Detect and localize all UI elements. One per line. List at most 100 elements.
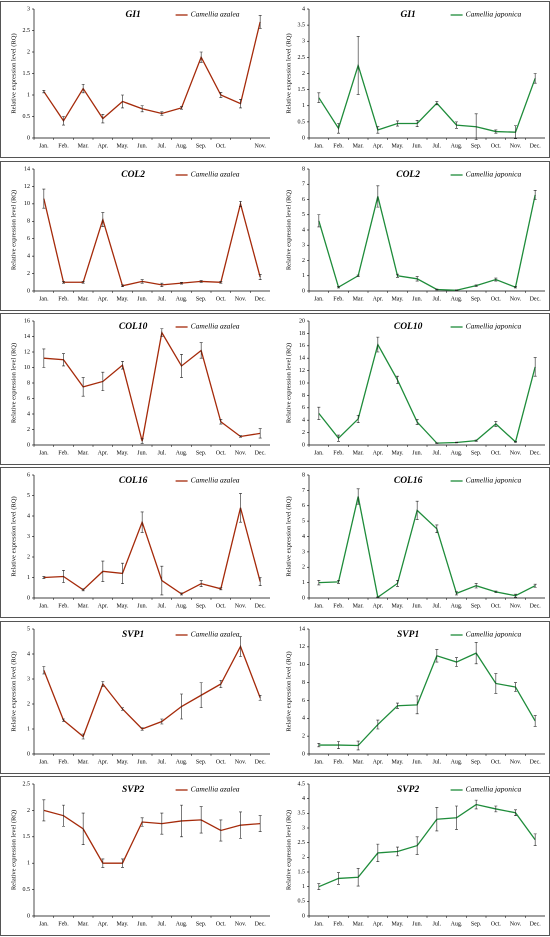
error-bar bbox=[337, 286, 340, 289]
x-tick-label: Dec. bbox=[530, 296, 542, 302]
x-tick-label: Nov. bbox=[254, 143, 266, 149]
error-bar bbox=[140, 105, 144, 113]
series-line bbox=[318, 342, 536, 444]
y-tick-label: 8 bbox=[302, 472, 305, 478]
error-bar bbox=[219, 281, 223, 284]
y-tick-label: 2.5 bbox=[298, 840, 306, 846]
series-line bbox=[318, 496, 536, 599]
error-bar bbox=[494, 277, 498, 282]
y-tick-label: 1.5 bbox=[298, 87, 306, 93]
error-bar bbox=[337, 434, 340, 442]
legend-label: Camellia azalea bbox=[191, 322, 240, 331]
error-bar bbox=[376, 596, 380, 598]
chart-title: SVP1 bbox=[122, 630, 144, 640]
x-tick-label: Nov. bbox=[510, 450, 522, 456]
y-tick-label: 8 bbox=[302, 680, 305, 686]
y-tick-label: 5 bbox=[302, 519, 305, 525]
error-bar bbox=[415, 500, 419, 520]
legend-label: Camellia azalea bbox=[191, 785, 240, 794]
error-bar bbox=[337, 123, 340, 134]
error-bar bbox=[376, 336, 380, 353]
x-tick-label: Jan. bbox=[314, 759, 324, 765]
y-tick-label: 10 bbox=[24, 201, 30, 207]
x-tick-label: Oct. bbox=[491, 759, 502, 765]
error-bar bbox=[101, 114, 105, 124]
legend-label: Camellia japonica bbox=[466, 10, 522, 19]
y-tick-label: 5 bbox=[27, 493, 30, 499]
error-bar bbox=[160, 565, 164, 596]
error-bar bbox=[435, 288, 439, 291]
error-bar bbox=[494, 129, 498, 134]
row-frame bbox=[0, 621, 550, 774]
y-axis-label: Relative expression level (RQ) bbox=[285, 810, 292, 890]
y-tick-label: 0 bbox=[27, 595, 30, 601]
x-tick-label: May. bbox=[391, 921, 404, 927]
error-bar bbox=[317, 580, 321, 586]
error-bar bbox=[435, 649, 439, 663]
y-tick-label: 2.5 bbox=[23, 28, 31, 34]
x-tick-label: Dec. bbox=[255, 921, 267, 927]
y-tick-label: 0 bbox=[302, 913, 305, 919]
error-bar bbox=[396, 580, 399, 587]
x-tick-label: Sep. bbox=[471, 450, 482, 456]
error-bar bbox=[514, 593, 517, 598]
x-tick-label: Sep. bbox=[196, 143, 207, 149]
error-bar bbox=[455, 657, 458, 667]
x-tick-label: Aug. bbox=[176, 143, 188, 149]
error-bar bbox=[121, 858, 124, 868]
x-tick-label: Nov. bbox=[235, 603, 247, 609]
y-tick-label: 2 bbox=[302, 855, 305, 861]
x-tick-label: Dec. bbox=[255, 759, 267, 765]
y-tick-label: 16 bbox=[24, 318, 30, 324]
error-bar bbox=[239, 636, 242, 657]
error-bar bbox=[160, 111, 164, 116]
y-tick-label: 14 bbox=[299, 626, 305, 632]
x-tick-label: Sep. bbox=[196, 450, 207, 456]
x-tick-label: Mar. bbox=[353, 759, 365, 765]
y-tick-label: 12 bbox=[24, 349, 30, 355]
error-bar bbox=[317, 406, 321, 420]
y-tick-label: 3.5 bbox=[298, 23, 306, 29]
x-tick-label: Jan. bbox=[39, 921, 49, 927]
legend-label: Camellia azalea bbox=[191, 10, 240, 19]
chart-title: SVP2 bbox=[397, 785, 419, 795]
x-tick-label: Feb. bbox=[58, 759, 69, 765]
x-tick-label: May. bbox=[116, 603, 129, 609]
x-tick-label: Nov. bbox=[235, 759, 247, 765]
error-bar bbox=[317, 214, 321, 228]
y-tick-label: 4 bbox=[302, 534, 305, 540]
error-bar bbox=[396, 846, 399, 857]
error-bar bbox=[455, 591, 458, 596]
error-bar bbox=[62, 116, 65, 126]
y-tick-label: 14 bbox=[299, 356, 305, 362]
x-tick-label: Feb. bbox=[58, 603, 69, 609]
error-bar bbox=[160, 718, 164, 725]
error-bar bbox=[396, 273, 399, 278]
x-tick-label: Feb. bbox=[333, 450, 344, 456]
series-line bbox=[43, 644, 261, 738]
error-bar bbox=[356, 488, 360, 505]
y-tick-label: 0 bbox=[27, 913, 30, 919]
y-tick-label: 6 bbox=[27, 396, 30, 402]
error-bar bbox=[121, 284, 124, 287]
y-axis-label: Relative expression level (RQ) bbox=[285, 343, 292, 423]
error-bar bbox=[514, 441, 517, 443]
x-tick-label: Apr. bbox=[98, 296, 109, 302]
error-bar bbox=[258, 274, 262, 280]
y-tick-label: 1 bbox=[302, 884, 305, 890]
y-tick-label: 2 bbox=[302, 258, 305, 264]
error-bar bbox=[317, 742, 321, 748]
error-bar bbox=[415, 276, 419, 282]
y-tick-label: 0 bbox=[302, 595, 305, 601]
legend-label: Camellia japonica bbox=[466, 476, 522, 485]
y-tick-label: 8 bbox=[27, 219, 30, 225]
x-tick-label: Sep. bbox=[471, 143, 482, 149]
x-tick-label: Feb. bbox=[333, 759, 344, 765]
x-tick-label: May. bbox=[116, 921, 129, 927]
x-tick-label: Dec. bbox=[530, 921, 542, 927]
error-bar bbox=[42, 666, 46, 675]
y-tick-label: 4 bbox=[302, 6, 305, 12]
error-bar bbox=[435, 101, 439, 106]
x-tick-label: Jun. bbox=[137, 603, 147, 609]
y-tick-label: 7 bbox=[302, 488, 305, 494]
